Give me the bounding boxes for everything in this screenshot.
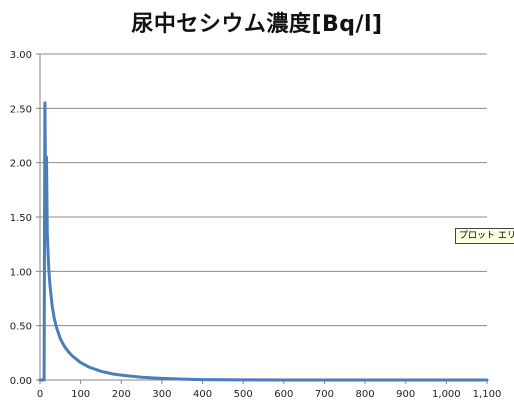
- y-tick-label: 2.50: [10, 104, 32, 115]
- y-tick-label: 3.00: [10, 50, 32, 61]
- y-tick-label: 0.00: [10, 376, 32, 387]
- y-tick-label: 1.50: [10, 213, 32, 224]
- x-tick-label: 900: [396, 389, 415, 400]
- x-tick-label: 1,000: [432, 389, 461, 400]
- x-tick-label: 600: [274, 389, 293, 400]
- x-tick-label: 0: [37, 389, 43, 400]
- x-tick-label: 200: [112, 389, 131, 400]
- series-line: [38, 101, 489, 382]
- x-tick-label: 300: [152, 389, 171, 400]
- chart-title: 尿中セシウム濃度[Bq/l]: [131, 12, 383, 37]
- x-tick-label: 700: [315, 389, 334, 400]
- x-tick-label: 500: [234, 389, 253, 400]
- x-tick-label: 800: [356, 389, 375, 400]
- y-tick-label: 2.00: [10, 159, 32, 170]
- x-tick-label: 400: [193, 389, 212, 400]
- x-tick-label: 1,100: [473, 389, 502, 400]
- y-tick-label: 1.00: [10, 267, 32, 278]
- plot-area-tooltip: プロット エリア: [455, 228, 514, 244]
- y-tick-label: 0.50: [10, 322, 32, 333]
- x-tick-label: 100: [71, 389, 90, 400]
